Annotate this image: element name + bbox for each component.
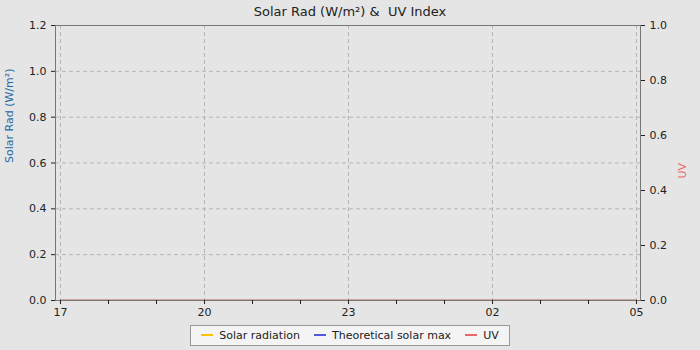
svg-text:0.6: 0.6 — [29, 157, 47, 170]
svg-text:0.0: 0.0 — [29, 294, 47, 307]
svg-text:02: 02 — [486, 306, 500, 319]
svg-text:1.2: 1.2 — [29, 20, 47, 32]
svg-text:0.8: 0.8 — [29, 111, 47, 124]
html-text:Theoretical solar max: Theoretical solar max — [331, 328, 452, 342]
svg-text:1.0: 1.0 — [29, 65, 47, 78]
html-text:UV: UV — [483, 328, 499, 342]
svg-text:0.4: 0.4 — [650, 184, 668, 197]
svg-text:23: 23 — [342, 306, 356, 319]
svg-text:0.2: 0.2 — [650, 239, 668, 252]
svg-text:UV: UV — [676, 163, 689, 179]
svg-text:17: 17 — [54, 306, 68, 319]
html-text:Solar Rad (W/m²) & UV Index: Solar Rad (W/m²) & UV Index — [253, 4, 447, 19]
svg-text:Solar Rad (W/m²): Solar Rad (W/m²) — [3, 69, 16, 163]
svg-text:0.0: 0.0 — [650, 294, 668, 307]
svg-text:0.2: 0.2 — [29, 248, 47, 261]
svg-text:0.8: 0.8 — [650, 74, 668, 87]
svg-text:0.4: 0.4 — [29, 202, 47, 215]
svg-text:0.6: 0.6 — [650, 129, 668, 142]
svg-text:05: 05 — [630, 306, 644, 319]
html-text:Solar radiation: Solar radiation — [219, 328, 300, 342]
svg-text:20: 20 — [198, 306, 212, 319]
svg-text:1.0: 1.0 — [650, 20, 668, 32]
